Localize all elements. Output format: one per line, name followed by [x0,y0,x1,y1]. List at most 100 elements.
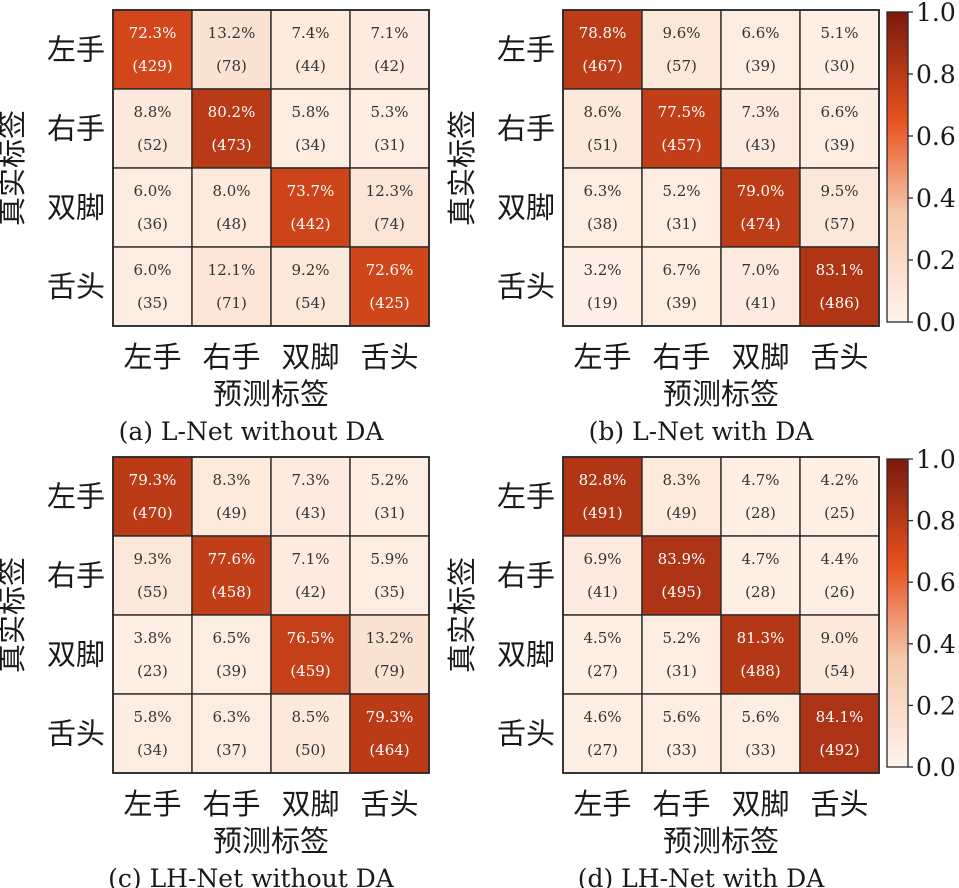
x-tick-label: 双脚 [281,787,339,821]
y-tick-label: 双脚 [497,638,555,672]
cell-percent-label: 7.1% [291,550,329,568]
cell-percent-label: 3.2% [583,261,621,279]
cell-count-label: (488) [740,662,780,680]
heatmap-cell [641,167,722,248]
cell-percent-label: 73.7% [287,182,335,200]
cell-count-label: (39) [216,662,247,680]
cell-count-label: (31) [374,504,405,522]
cell-percent-label: 8.3% [212,471,250,489]
cell-count-label: (43) [745,136,776,154]
cell-percent-label: 77.5% [658,103,706,121]
cell-percent-label: 4.5% [583,629,621,647]
cell-percent-label: 79.3% [129,471,177,489]
cell-count-label: (28) [745,504,776,522]
cell-count-label: (474) [740,215,780,233]
colorbar-tick-label: 0.8 [916,60,956,89]
heatmap-cell [349,614,430,695]
cell-count-label: (26) [824,583,855,601]
cell-percent-label: 3.8% [133,629,171,647]
colorbar-tick-label: 0.2 [916,691,956,720]
x-tick-label: 舌头 [360,787,418,821]
colorbar-tick-label: 0.6 [916,568,956,597]
cell-percent-label: 4.6% [583,708,621,726]
cell-percent-label: 8.3% [662,471,700,489]
cell-percent-label: 4.7% [741,471,779,489]
cell-count-label: (28) [745,583,776,601]
heatmap-cell [349,88,430,169]
cell-count-label: (39) [745,57,776,75]
y-tick-label: 左手 [47,33,105,67]
cell-percent-label: 79.3% [366,708,414,726]
cell-percent-label: 7.4% [291,24,329,42]
heatmap-cell [349,535,430,616]
cell-count-label: (457) [661,136,701,154]
cell-percent-label: 6.9% [583,550,621,568]
cell-percent-label: 77.6% [208,550,256,568]
cell-count-label: (74) [374,215,405,233]
heatmap-cell [799,167,880,248]
cell-percent-label: 6.6% [820,103,858,121]
colorbar-tick-label: 0.0 [916,308,956,337]
heatmap-cell [270,246,351,327]
cell-count-label: (52) [137,136,168,154]
cell-percent-label: 72.6% [366,261,414,279]
cell-percent-label: 82.8% [579,471,627,489]
heatmap-cell [112,167,193,248]
x-axis-label: 预测标签 [213,377,329,411]
cell-count-label: (35) [374,583,405,601]
colorbar-tick-label: 0.2 [916,246,956,275]
heatmap-cell [641,9,722,90]
colorbar-gradient [886,11,909,323]
cell-percent-label: 8.8% [133,103,171,121]
heatmap-cell [191,456,272,537]
heatmap-cell [799,88,880,169]
x-axis-label: 预测标签 [663,377,779,411]
x-tick-label: 左手 [573,340,631,374]
cell-count-label: (30) [824,57,855,75]
x-tick-label: 双脚 [731,787,789,821]
cell-count-label: (38) [587,215,618,233]
cell-percent-label: 4.4% [820,550,858,568]
y-axis-label: 真实标签 [0,557,29,673]
cell-percent-label: 4.7% [741,550,779,568]
cell-percent-label: 79.0% [737,182,785,200]
cell-percent-label: 8.0% [212,182,250,200]
cell-count-label: (57) [824,215,855,233]
cell-percent-label: 12.3% [366,182,414,200]
heatmap-cell [641,88,722,169]
heatmap-cell [349,246,430,327]
y-axis-label: 真实标签 [445,110,479,226]
y-tick-label: 左手 [497,33,555,67]
colorbar-tick-label: 0.8 [916,507,956,536]
cell-percent-label: 12.1% [208,261,256,279]
cell-count-label: (429) [132,57,172,75]
cell-percent-label: 5.2% [370,471,408,489]
heatmap-cell [720,614,801,695]
cell-percent-label: 7.3% [741,103,779,121]
heatmap-cell [641,614,722,695]
heatmap-cell [112,9,193,90]
matrix-border [112,456,430,774]
heatmap-cell [349,456,430,537]
heatmap-cell [112,535,193,616]
colorbar-tick-label: 0.6 [916,122,956,151]
colorbar-tick-label: 0.4 [916,630,956,659]
y-tick-label: 双脚 [47,638,105,672]
colorbar-gradient [886,458,909,768]
cell-count-label: (41) [587,583,618,601]
cell-count-label: (57) [666,57,697,75]
cell-percent-label: 5.6% [662,708,700,726]
heatmap-cell [349,9,430,90]
cell-count-label: (48) [216,215,247,233]
heatmap-cell [720,88,801,169]
cell-percent-label: 6.3% [583,182,621,200]
cell-count-label: (43) [295,504,326,522]
y-tick-label: 舌头 [497,717,555,751]
colorbar-tick-label: 1.0 [916,445,956,474]
heatmap-cell [720,167,801,248]
heatmap-cell [720,456,801,537]
x-tick-label: 舌头 [360,340,418,374]
heatmap-cell [562,167,643,248]
cell-percent-label: 84.1% [816,708,864,726]
